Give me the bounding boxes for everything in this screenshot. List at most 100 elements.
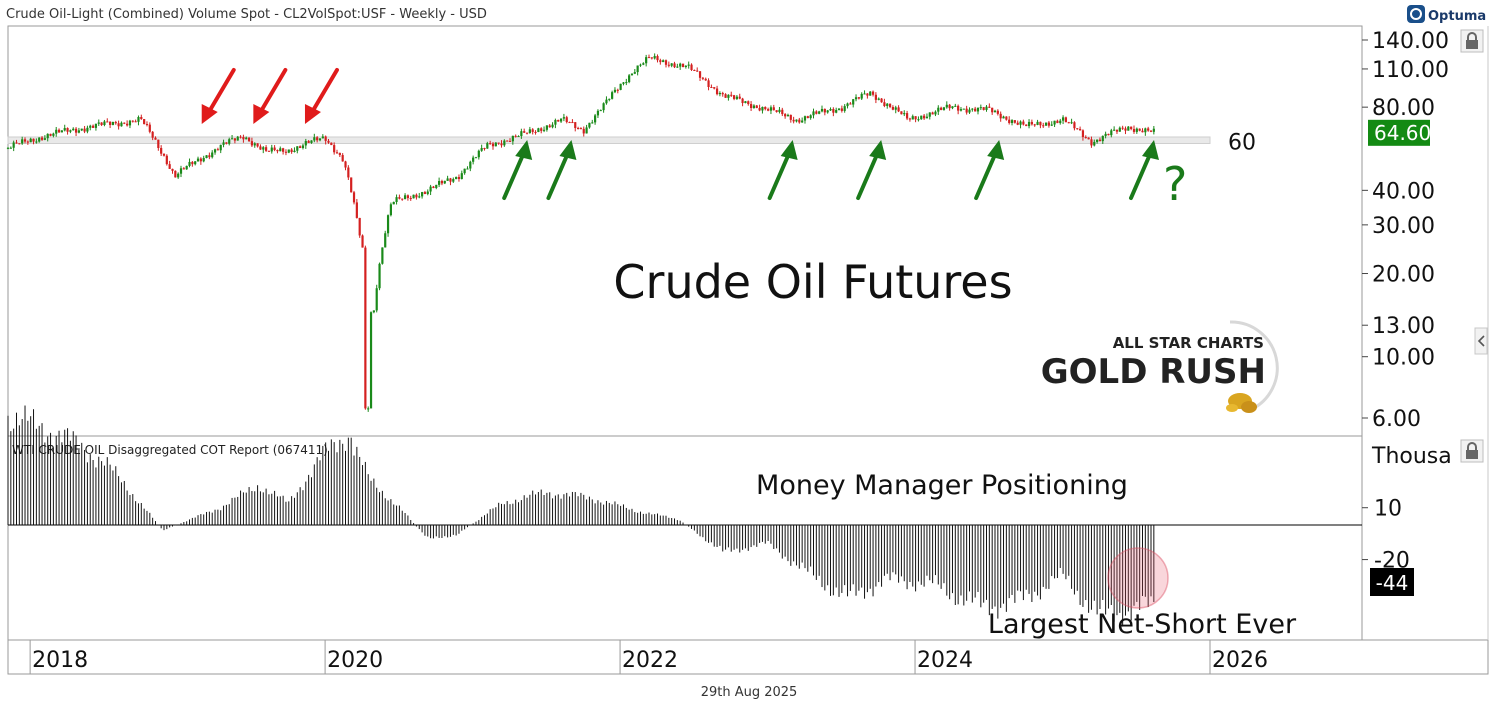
optuma-logo: Optuma xyxy=(1407,5,1486,24)
candle-body xyxy=(755,105,758,108)
candle-body xyxy=(415,194,418,198)
candle-body xyxy=(965,108,968,113)
candle-body xyxy=(381,247,384,264)
candle-body xyxy=(854,97,858,100)
candle-body xyxy=(863,93,866,95)
candle-body xyxy=(250,141,254,146)
candle-body xyxy=(815,111,818,114)
candle-body xyxy=(177,173,180,178)
candle-body xyxy=(1064,117,1068,123)
date-axis-frame xyxy=(7,639,1489,675)
candle-body xyxy=(1039,121,1042,126)
candle-body xyxy=(284,151,288,153)
candle-body xyxy=(111,122,115,125)
candle-body xyxy=(1127,126,1130,131)
candle-body xyxy=(718,93,721,95)
candle-body xyxy=(554,119,557,125)
last-price-box xyxy=(1368,119,1430,146)
candle-body xyxy=(645,57,648,64)
candle-body xyxy=(438,181,441,185)
candle-body xyxy=(568,122,571,124)
watermark-line2: GOLD RUSH xyxy=(1041,352,1266,392)
indicator-axis: 10-20 xyxy=(1362,497,1410,574)
candle-body xyxy=(72,128,75,131)
candle-body xyxy=(126,123,129,126)
net-short-highlight-circle xyxy=(1107,547,1169,609)
candle-body xyxy=(401,198,404,200)
candle-body xyxy=(809,115,812,119)
candle-body xyxy=(21,139,24,144)
candle-body xyxy=(747,101,750,105)
candle-body xyxy=(1144,128,1147,133)
candle-body xyxy=(1013,120,1016,123)
green-arrow-up-icon xyxy=(780,140,798,160)
candle-body xyxy=(32,138,35,142)
candle-body xyxy=(162,153,166,156)
candle-body xyxy=(588,122,591,128)
candle-body xyxy=(109,121,112,125)
candle-body xyxy=(874,94,877,100)
candle-body xyxy=(350,177,353,193)
candle-body xyxy=(857,97,860,99)
candle-body xyxy=(1081,130,1085,138)
candle-body xyxy=(259,146,262,150)
candle-body xyxy=(279,148,282,152)
price-tick-label: 20.00 xyxy=(1372,263,1435,288)
candle-body xyxy=(134,121,137,123)
candle-body xyxy=(942,107,946,110)
candle-body xyxy=(633,72,636,74)
red-arrow-down-shaft xyxy=(257,68,288,116)
candle-body xyxy=(137,116,140,122)
candle-body xyxy=(534,131,537,133)
candle-body xyxy=(165,155,168,165)
candle-body xyxy=(171,168,174,171)
candle-body xyxy=(347,167,350,178)
candle-body xyxy=(894,107,897,110)
price-tick-label: 13.00 xyxy=(1372,314,1435,339)
candle-body xyxy=(264,147,268,151)
candle-body xyxy=(318,138,322,141)
price-axis-lock-icon[interactable] xyxy=(1460,29,1484,53)
candle-body xyxy=(713,87,716,89)
all-star-charts-watermark: ALL STAR CHARTS GOLD RUSH xyxy=(1041,320,1279,413)
green-arrow-up-icon xyxy=(1142,140,1160,160)
watermark-line1: ALL STAR CHARTS xyxy=(1113,334,1264,352)
candle-body xyxy=(213,149,217,153)
candle-body xyxy=(937,107,940,112)
candle-body xyxy=(273,147,276,151)
candle-body xyxy=(352,192,356,203)
candle-body xyxy=(993,110,997,113)
candle-body xyxy=(384,233,387,248)
collapse-panel-chevron-left-icon[interactable] xyxy=(1474,327,1488,355)
indicator-units-label: Thousa xyxy=(1371,444,1452,469)
candle-body xyxy=(43,138,46,140)
indicator-axis-lock-icon[interactable] xyxy=(1460,439,1484,463)
candle-body xyxy=(710,86,713,88)
candle-body xyxy=(752,105,756,108)
candle-body xyxy=(525,132,529,134)
candle-body xyxy=(80,128,83,131)
candle-body xyxy=(585,127,588,134)
candle-body xyxy=(26,141,29,143)
candle-body xyxy=(1093,141,1096,146)
candle-body xyxy=(267,150,271,152)
candle-body xyxy=(812,111,815,116)
candle-body xyxy=(123,122,126,124)
candle-body xyxy=(537,128,540,133)
candle-body xyxy=(596,110,600,116)
candle-body xyxy=(89,125,92,128)
candle-body xyxy=(1073,122,1076,129)
candle-body xyxy=(106,121,109,123)
candle-body xyxy=(897,107,900,112)
candle-body xyxy=(228,139,231,144)
candle-body xyxy=(996,110,999,114)
candle-body xyxy=(818,111,821,114)
candle-body xyxy=(1104,133,1107,136)
candle-body xyxy=(40,137,44,140)
candle-body xyxy=(1090,139,1093,146)
candle-body xyxy=(188,161,191,166)
price-chart-title: Crude Oil Futures xyxy=(613,255,1012,309)
candle-body xyxy=(367,408,370,410)
candle-body xyxy=(1059,120,1062,124)
candle-body xyxy=(120,122,123,127)
